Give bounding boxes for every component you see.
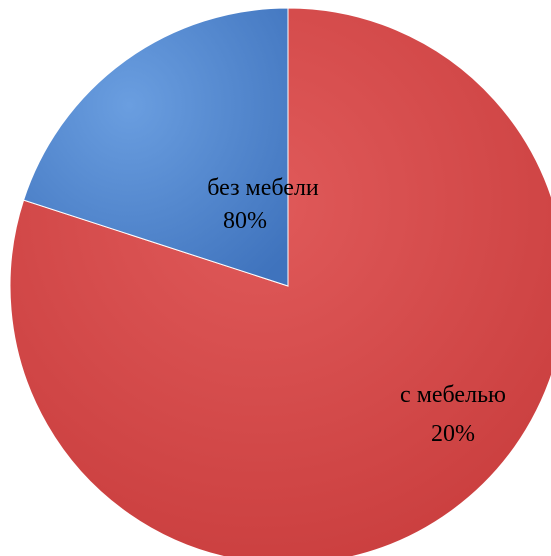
slice-label-percent: 80% bbox=[223, 208, 267, 234]
slice-label-name: с мебелью bbox=[400, 382, 506, 408]
pie-slice bbox=[22, 7, 289, 287]
slice-label-percent: 20% bbox=[431, 421, 475, 447]
slice-label-name: без мебели bbox=[207, 175, 319, 201]
pie-slices bbox=[9, 7, 551, 556]
pie-labels: без мебели 80% с мебелью 20% bbox=[207, 175, 506, 447]
pie-slice bbox=[9, 7, 551, 556]
